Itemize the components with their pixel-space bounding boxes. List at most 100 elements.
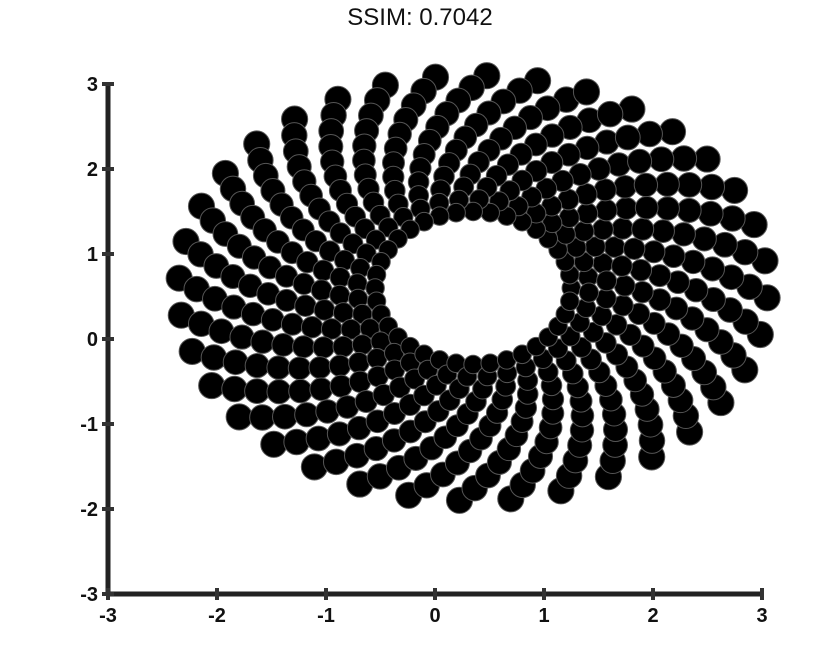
scatter-point [654, 171, 680, 197]
scatter-point [312, 336, 335, 359]
scatter-point [658, 118, 687, 146]
scatter-point [592, 218, 614, 241]
scatter-point [572, 78, 601, 106]
scatter-point [244, 353, 270, 379]
scatter-point [260, 307, 285, 332]
scatter-point [671, 222, 696, 247]
scatter-point [627, 148, 653, 174]
scatter-point [308, 356, 332, 380]
axis-ticks: -3 -2 -1 0 1 2 3 -3 -2 -1 0 1 2 3 [80, 74, 767, 627]
scatter-point [698, 173, 726, 201]
scatter-point [661, 244, 686, 269]
scatter-point [676, 172, 703, 198]
scatter-point [287, 356, 312, 381]
scatter-point [651, 219, 675, 243]
scatter-point [294, 294, 317, 317]
scatter-point [300, 316, 324, 339]
x-tick-label: 0 [429, 605, 440, 627]
y-tick-label: -1 [80, 414, 98, 436]
x-tick-label: -2 [208, 605, 226, 627]
scatter-point [631, 217, 655, 241]
scatter-point [613, 274, 636, 297]
scatter-point [229, 324, 255, 350]
scatter-point [275, 288, 299, 312]
scatter-point [198, 372, 226, 400]
scatter-point [288, 378, 313, 404]
scatter-point [648, 146, 675, 173]
y-tick-label: 1 [87, 244, 98, 266]
scatter-point [310, 279, 333, 302]
scatter-point [614, 196, 638, 220]
scatter-point [305, 425, 332, 452]
scatter-point [225, 403, 253, 431]
scatter-point [292, 335, 316, 359]
y-tick-label: 2 [87, 159, 98, 181]
scatter-point [272, 403, 298, 430]
data-points [165, 62, 781, 514]
scatter-point [446, 202, 466, 223]
y-tick-label: -3 [80, 584, 98, 606]
scatter-point [595, 288, 617, 309]
scatter-point [300, 453, 328, 481]
scatter-point [250, 329, 275, 354]
scatter-point [596, 270, 618, 292]
x-tick-label: 3 [756, 605, 767, 627]
scatter-point [244, 378, 270, 404]
y-tick-label: 0 [87, 329, 98, 351]
scatter-point [693, 145, 721, 173]
scatter-point [329, 284, 351, 306]
scatter-point [249, 404, 276, 431]
scatter-point [691, 226, 717, 252]
scatter-point [578, 282, 600, 303]
scatter-point [623, 237, 646, 260]
x-tick-label: 2 [647, 605, 658, 627]
scatter-point [719, 205, 746, 232]
scatter-point [606, 152, 631, 177]
scatter-point [200, 344, 228, 371]
scatter-point [320, 318, 343, 340]
y-tick-label: 3 [87, 74, 98, 96]
scatter-point [271, 333, 296, 357]
y-tick-label: -2 [80, 499, 98, 521]
scatter-point [636, 120, 663, 148]
scatter-point [266, 355, 291, 380]
scatter-point [629, 259, 653, 282]
scatter-point [676, 197, 702, 223]
scatter-point [283, 428, 310, 456]
scatter-point [348, 351, 370, 374]
scatter-point [329, 374, 353, 398]
scatter-point [614, 124, 641, 151]
scatter-point [648, 264, 672, 288]
scatter-point [595, 199, 618, 222]
scatter-point [328, 354, 352, 377]
scatter-point [366, 347, 388, 369]
scatter-point [480, 353, 500, 374]
scatter-point [721, 176, 749, 204]
scatter-point [309, 377, 334, 402]
scatter-point [576, 202, 599, 225]
scatter-point [670, 145, 698, 172]
x-tick-label: 1 [538, 605, 549, 627]
scatter-point [329, 267, 351, 288]
x-tick-label: -1 [317, 605, 335, 627]
scatter-point [618, 95, 646, 123]
chart-title: SSIM: 0.7042 [347, 4, 493, 31]
scatter-point [603, 236, 626, 258]
scatter-point [280, 312, 304, 336]
scatter-point [633, 172, 659, 198]
scatter-point [655, 196, 680, 221]
scatter-point [260, 430, 288, 458]
scatter-point [222, 349, 249, 376]
scatter-point [596, 100, 624, 128]
scatter-point [560, 291, 580, 312]
scatter-point [611, 255, 633, 277]
scatter-point [313, 299, 336, 321]
scatter-point [634, 195, 659, 220]
scatter-point [611, 217, 634, 240]
scatter-point [642, 240, 666, 264]
scatter-point [558, 207, 580, 229]
scatter-point [221, 375, 248, 403]
scatter-point [613, 174, 637, 199]
scatter-point [697, 200, 724, 227]
